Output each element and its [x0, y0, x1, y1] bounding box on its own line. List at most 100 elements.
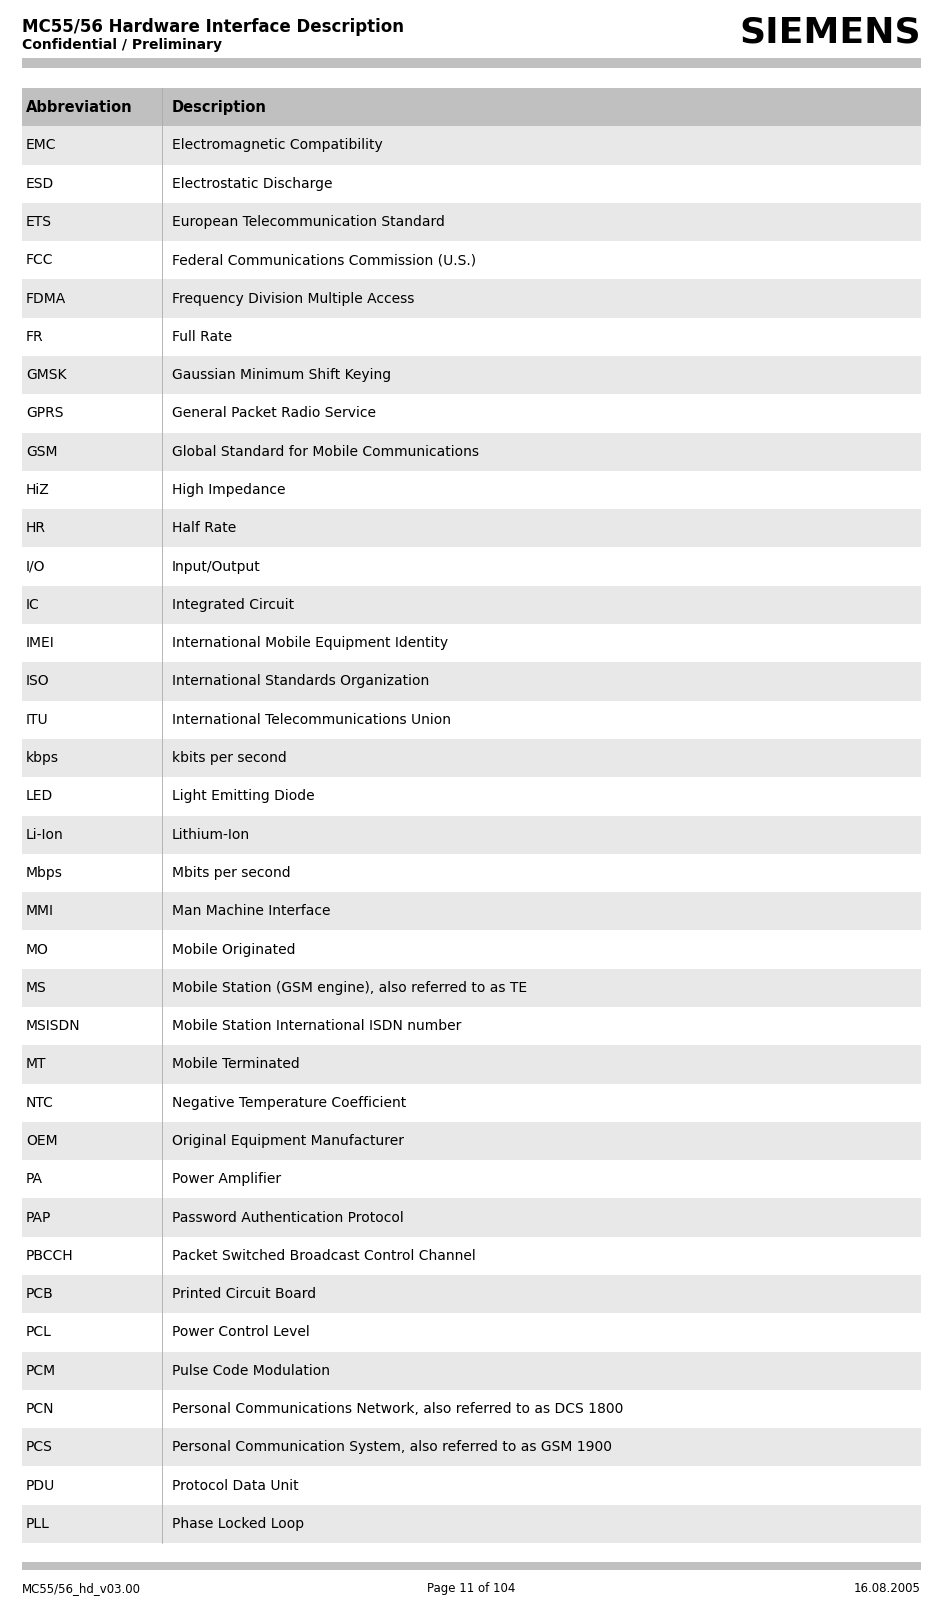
Bar — [22, 739, 921, 777]
Bar — [22, 815, 921, 854]
Text: GMSK: GMSK — [26, 369, 67, 382]
Bar — [22, 969, 921, 1006]
Bar — [22, 1314, 921, 1351]
Bar — [22, 126, 921, 165]
Text: GSM: GSM — [26, 445, 58, 460]
Text: 16.08.2005: 16.08.2005 — [854, 1582, 921, 1595]
Text: High Impedance: High Impedance — [172, 484, 286, 497]
Text: Light Emitting Diode: Light Emitting Diode — [172, 790, 315, 804]
Bar — [22, 356, 921, 395]
Text: FDMA: FDMA — [26, 291, 66, 306]
Text: Printed Circuit Board: Printed Circuit Board — [172, 1286, 316, 1301]
Text: IMEI: IMEI — [26, 636, 55, 650]
Text: Personal Communication System, also referred to as GSM 1900: Personal Communication System, also refe… — [172, 1440, 612, 1455]
Bar — [22, 1236, 921, 1275]
Text: Confidential / Preliminary: Confidential / Preliminary — [22, 37, 222, 52]
Text: Mobile Terminated: Mobile Terminated — [172, 1058, 300, 1071]
Bar — [22, 395, 921, 432]
Bar — [22, 1275, 921, 1314]
Text: Mobile Station (GSM engine), also referred to as TE: Mobile Station (GSM engine), also referr… — [172, 981, 527, 995]
Bar — [22, 317, 921, 356]
Bar — [22, 1160, 921, 1199]
Bar — [22, 1006, 921, 1045]
Text: Full Rate: Full Rate — [172, 330, 232, 345]
Text: Mobile Station International ISDN number: Mobile Station International ISDN number — [172, 1019, 461, 1032]
Text: International Standards Organization: International Standards Organization — [172, 675, 429, 689]
Bar — [22, 280, 921, 317]
Bar — [22, 1351, 921, 1390]
Bar — [22, 165, 921, 202]
Text: European Telecommunication Standard: European Telecommunication Standard — [172, 215, 445, 230]
Bar — [22, 892, 921, 930]
Text: Mbits per second: Mbits per second — [172, 866, 290, 880]
Text: Li-Ion: Li-Ion — [26, 828, 64, 841]
Text: Federal Communications Commission (U.S.): Federal Communications Commission (U.S.) — [172, 254, 476, 267]
Text: PA: PA — [26, 1173, 43, 1186]
Text: kbps: kbps — [26, 751, 59, 765]
Text: FCC: FCC — [26, 254, 54, 267]
Text: SIEMENS: SIEMENS — [739, 15, 921, 49]
Text: PCN: PCN — [26, 1401, 55, 1416]
Text: PCL: PCL — [26, 1325, 52, 1340]
Text: Description: Description — [172, 100, 267, 115]
Text: Electrostatic Discharge: Electrostatic Discharge — [172, 176, 333, 191]
Text: GPRS: GPRS — [26, 406, 63, 421]
Text: MO: MO — [26, 943, 49, 956]
Text: Power Amplifier: Power Amplifier — [172, 1173, 281, 1186]
Text: Half Rate: Half Rate — [172, 521, 237, 536]
Text: FR: FR — [26, 330, 43, 345]
Text: Negative Temperature Coefficient: Negative Temperature Coefficient — [172, 1095, 406, 1110]
Text: Pulse Code Modulation: Pulse Code Modulation — [172, 1364, 330, 1377]
Text: HiZ: HiZ — [26, 484, 50, 497]
Bar — [22, 854, 921, 892]
Text: Personal Communications Network, also referred to as DCS 1800: Personal Communications Network, also re… — [172, 1401, 623, 1416]
Bar — [22, 1505, 921, 1544]
Text: PLL: PLL — [26, 1516, 50, 1531]
Text: Frequency Division Multiple Access: Frequency Division Multiple Access — [172, 291, 414, 306]
Text: IC: IC — [26, 599, 40, 612]
Text: Mbps: Mbps — [26, 866, 63, 880]
Bar — [22, 58, 921, 68]
Text: PCM: PCM — [26, 1364, 57, 1377]
Text: General Packet Radio Service: General Packet Radio Service — [172, 406, 376, 421]
Text: ITU: ITU — [26, 714, 49, 726]
Bar — [22, 1466, 921, 1505]
Text: Mobile Originated: Mobile Originated — [172, 943, 295, 956]
Text: ESD: ESD — [26, 176, 55, 191]
Text: MSISDN: MSISDN — [26, 1019, 80, 1032]
Text: EMC: EMC — [26, 139, 57, 152]
Text: PCS: PCS — [26, 1440, 53, 1455]
Text: MT: MT — [26, 1058, 46, 1071]
Text: Input/Output: Input/Output — [172, 560, 261, 574]
Bar — [22, 1199, 921, 1236]
Text: Page 11 of 104: Page 11 of 104 — [427, 1582, 516, 1595]
Text: PCB: PCB — [26, 1286, 54, 1301]
Text: I/O: I/O — [26, 560, 45, 574]
Bar — [22, 471, 921, 510]
Bar — [22, 1045, 921, 1084]
Text: Integrated Circuit: Integrated Circuit — [172, 599, 294, 612]
Text: International Mobile Equipment Identity: International Mobile Equipment Identity — [172, 636, 448, 650]
Text: Gaussian Minimum Shift Keying: Gaussian Minimum Shift Keying — [172, 369, 391, 382]
Text: HR: HR — [26, 521, 46, 536]
Text: Phase Locked Loop: Phase Locked Loop — [172, 1516, 305, 1531]
Bar — [22, 432, 921, 471]
Text: Password Authentication Protocol: Password Authentication Protocol — [172, 1210, 404, 1225]
Text: Protocol Data Unit: Protocol Data Unit — [172, 1479, 299, 1492]
Text: Lithium-Ion: Lithium-Ion — [172, 828, 250, 841]
Bar — [22, 625, 921, 662]
Bar — [22, 547, 921, 586]
Bar — [22, 777, 921, 815]
Text: LED: LED — [26, 790, 53, 804]
Text: ETS: ETS — [26, 215, 52, 230]
Text: kbits per second: kbits per second — [172, 751, 287, 765]
Text: Global Standard for Mobile Communications: Global Standard for Mobile Communication… — [172, 445, 479, 460]
Text: Electromagnetic Compatibility: Electromagnetic Compatibility — [172, 139, 383, 152]
Text: PAP: PAP — [26, 1210, 51, 1225]
Bar — [22, 701, 921, 739]
Bar — [22, 202, 921, 241]
Bar — [22, 1121, 921, 1160]
Text: MMI: MMI — [26, 904, 54, 919]
Text: ISO: ISO — [26, 675, 50, 689]
Text: Man Machine Interface: Man Machine Interface — [172, 904, 330, 919]
